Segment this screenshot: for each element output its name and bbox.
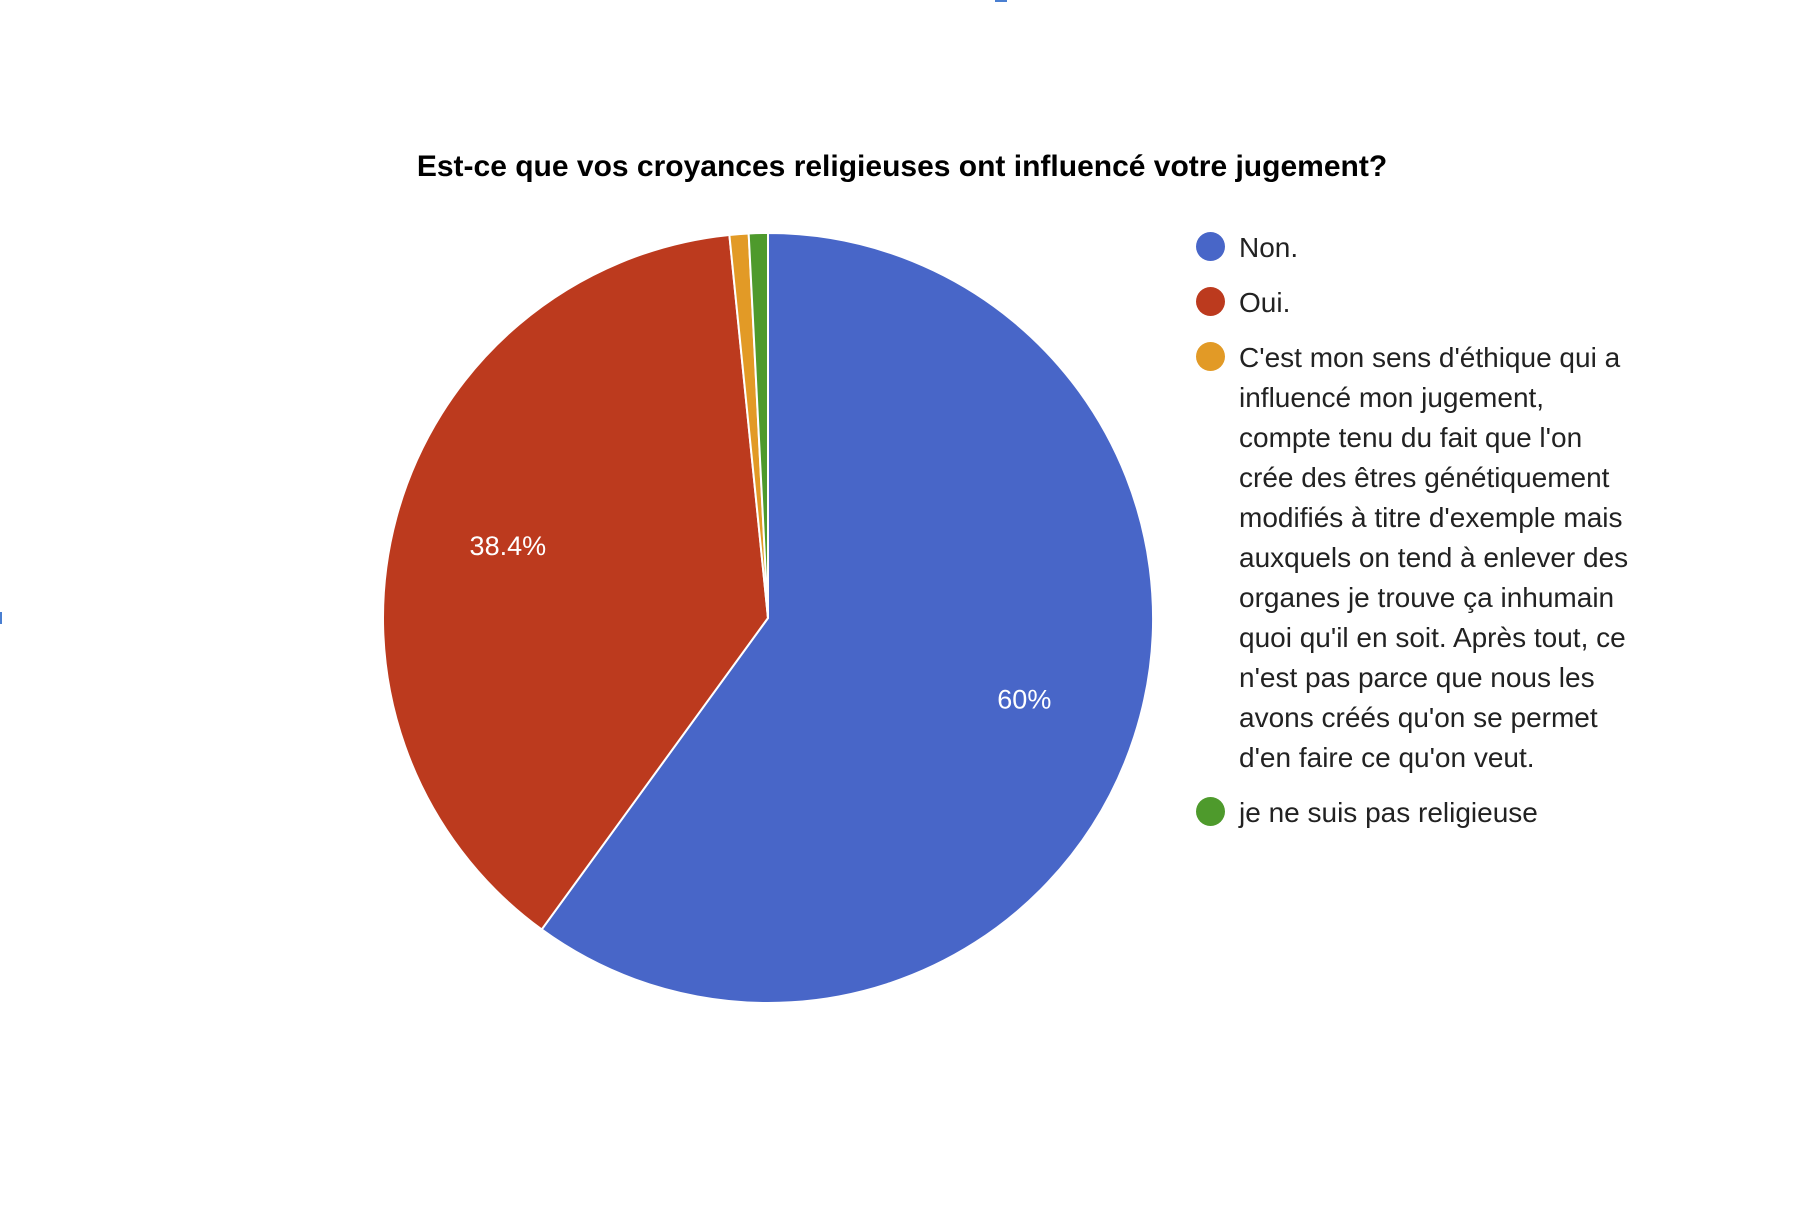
- legend-label-pas-religieuse: je ne suis pas religieuse: [1239, 797, 1538, 828]
- legend-swatch-pas-religieuse: [1196, 797, 1225, 826]
- chart-title: Est-ce que vos croyances religieuses ont…: [416, 150, 1388, 183]
- edge-mark-left: [0, 612, 2, 624]
- legend-item-oui[interactable]: Oui.: [1196, 283, 1636, 323]
- legend-swatch-ethique: [1196, 342, 1225, 371]
- legend: Non. Oui. C'est mon sens d'éthique qui a…: [1196, 228, 1636, 848]
- slice-data-label-1: 60%: [997, 684, 1051, 714]
- legend-item-non[interactable]: Non.: [1196, 228, 1636, 268]
- edge-mark-top: [995, 0, 1007, 2]
- legend-label-oui: Oui.: [1239, 287, 1291, 318]
- pie-slice-2[interactable]: [382, 233, 770, 931]
- slice-data-label-2: 38.4%: [470, 531, 547, 561]
- legend-swatch-oui: [1196, 287, 1225, 316]
- legend-item-pas-religieuse[interactable]: je ne suis pas religieuse: [1196, 793, 1636, 833]
- legend-label-ethique: C'est mon sens d'éthique qui a influencé…: [1239, 342, 1629, 773]
- pie-slice-1[interactable]: [540, 231, 1154, 1004]
- legend-item-ethique[interactable]: C'est mon sens d'éthique qui a influencé…: [1196, 338, 1636, 778]
- legend-label-non: Non.: [1239, 232, 1299, 263]
- legend-swatch-non: [1196, 232, 1225, 261]
- pie-slice-4[interactable]: [747, 231, 769, 619]
